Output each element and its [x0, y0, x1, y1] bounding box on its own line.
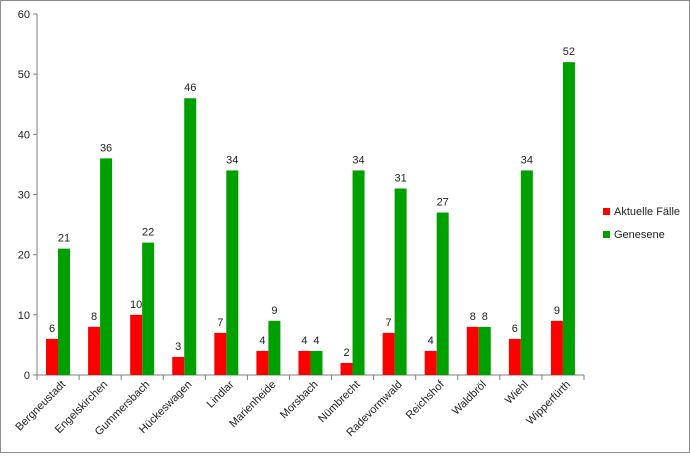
bar-recovered	[100, 158, 113, 375]
bar-recovered	[310, 350, 323, 375]
data-label-current-cases: 6	[512, 323, 518, 335]
data-label-recovered: 27	[437, 197, 449, 209]
y-tick-label: 20	[18, 250, 30, 262]
bar-current-cases	[382, 332, 395, 375]
x-category-label: Morsbach	[278, 379, 321, 422]
bar-current-cases	[130, 314, 143, 375]
x-category-label: Wiehl	[503, 379, 531, 407]
y-tick-label: 10	[18, 310, 30, 322]
legend-label-current-cases: Aktuelle Fälle	[614, 206, 680, 218]
bar-current-cases	[88, 326, 101, 375]
data-label-current-cases: 8	[91, 311, 97, 323]
data-label-recovered: 52	[563, 46, 575, 58]
x-category-label: Lindlar	[205, 378, 237, 410]
y-tick-label: 40	[18, 129, 30, 141]
bar-current-cases	[340, 362, 353, 375]
legend-swatch-current-cases	[603, 208, 610, 215]
bar-current-cases	[172, 356, 185, 375]
data-label-current-cases: 7	[386, 317, 392, 329]
data-label-current-cases: 4	[428, 335, 434, 347]
data-label-current-cases: 3	[175, 341, 181, 353]
data-label-recovered: 8	[482, 311, 488, 323]
bar-recovered	[478, 326, 491, 375]
y-tick-label: 50	[18, 69, 30, 81]
data-label-recovered: 21	[58, 233, 70, 245]
bar-recovered	[142, 242, 155, 375]
bar-current-cases	[508, 338, 521, 375]
bar-recovered	[268, 320, 281, 375]
data-label-current-cases: 10	[130, 299, 142, 311]
data-label-recovered: 34	[226, 154, 238, 166]
y-tick-label: 60	[18, 9, 30, 21]
x-category-label: Reichshof	[404, 378, 448, 422]
data-label-recovered: 34	[521, 154, 533, 166]
data-label-recovered: 31	[394, 172, 406, 184]
data-label-current-cases: 4	[301, 335, 307, 347]
data-label-recovered: 34	[352, 154, 364, 166]
bar-current-cases	[214, 332, 227, 375]
data-label-current-cases: 4	[259, 335, 265, 347]
y-tick-label: 30	[18, 190, 30, 202]
data-label-recovered: 22	[142, 227, 154, 239]
bar-current-cases	[550, 320, 563, 375]
bar-recovered	[436, 212, 449, 375]
data-label-recovered: 4	[313, 335, 319, 347]
bar-current-cases	[424, 350, 437, 375]
x-category-label: Wipperfürth	[524, 379, 573, 428]
bar-current-cases	[46, 338, 58, 375]
bar-current-cases	[256, 350, 269, 375]
data-label-recovered: 46	[184, 82, 196, 94]
bar-recovered	[520, 170, 533, 375]
bar-recovered	[58, 248, 70, 375]
legend-swatch-recovered	[603, 231, 610, 238]
x-category-label: Waldbröl	[450, 379, 489, 418]
data-label-current-cases: 2	[343, 347, 349, 359]
bar-recovered	[226, 170, 239, 375]
bar-recovered	[184, 98, 197, 375]
bar-current-cases	[298, 350, 311, 375]
legend-label-recovered: Genesene	[614, 229, 665, 241]
data-label-current-cases: 8	[470, 311, 476, 323]
bar-current-cases	[466, 326, 479, 375]
data-label-recovered: 9	[271, 305, 277, 317]
data-label-current-cases: 9	[554, 305, 560, 317]
bar-recovered	[394, 188, 407, 375]
y-tick-label: 0	[24, 370, 30, 382]
bar-recovered	[352, 170, 365, 375]
bar-recovered	[562, 62, 575, 376]
data-label-recovered: 36	[100, 142, 112, 154]
data-label-current-cases: 6	[49, 323, 55, 335]
data-label-current-cases: 7	[217, 317, 223, 329]
